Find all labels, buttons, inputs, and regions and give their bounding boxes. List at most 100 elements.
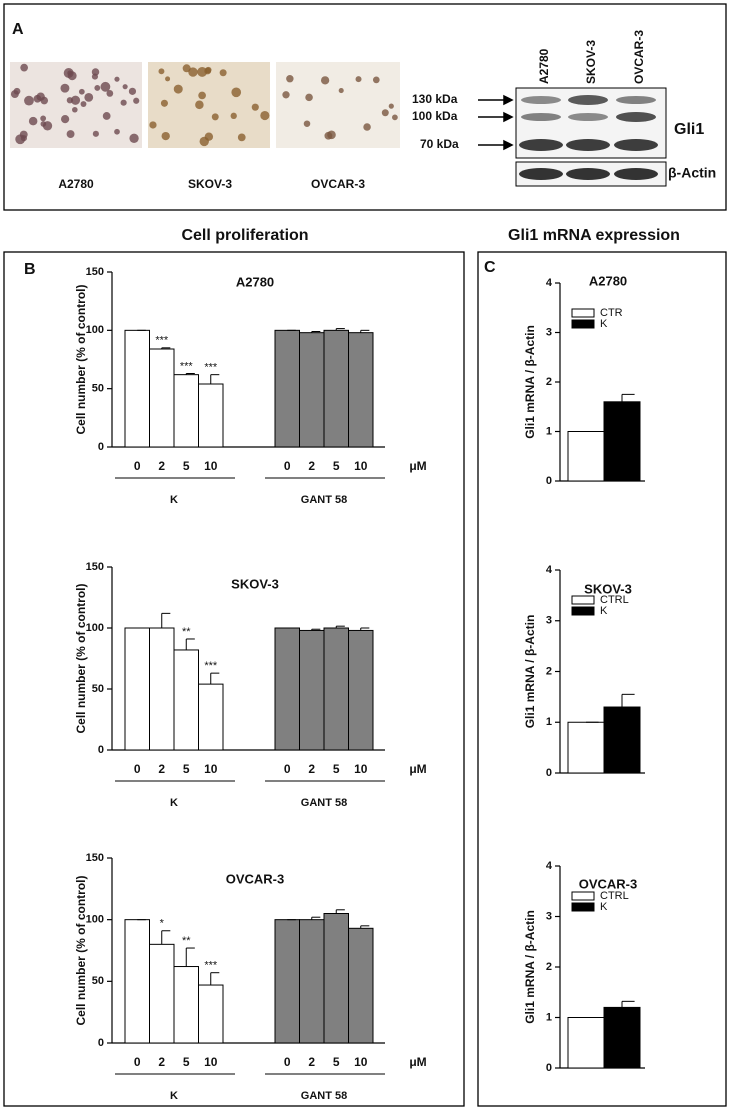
error-bar xyxy=(311,628,321,631)
chart-title: OVCAR-3 xyxy=(226,871,285,886)
error-bar xyxy=(210,672,220,685)
panel-b-frame xyxy=(3,251,465,1107)
cell xyxy=(92,130,99,137)
x-tick-label: 0 xyxy=(284,1055,291,1069)
group-label: GANT 58 xyxy=(301,797,347,809)
cell xyxy=(219,69,227,77)
x-tick-label: 10 xyxy=(354,459,368,473)
bar xyxy=(348,927,374,1044)
x-tick-label: 2 xyxy=(308,762,315,776)
chart-title: A2780 xyxy=(236,274,274,289)
cell xyxy=(165,76,171,82)
error-bar xyxy=(621,1000,635,1008)
bar xyxy=(348,629,374,751)
cell xyxy=(70,95,81,105)
y-tick-label: 0 xyxy=(546,767,552,779)
lane-label: A2780 xyxy=(537,48,551,84)
bar xyxy=(567,721,605,774)
legend-label: K xyxy=(600,318,608,330)
cell xyxy=(231,87,242,98)
micrographs xyxy=(10,62,400,148)
cell xyxy=(188,67,198,77)
bar xyxy=(323,913,349,1044)
error-bar xyxy=(185,638,195,650)
cell xyxy=(36,92,45,101)
cell xyxy=(66,130,75,139)
y-tick-label: 3 xyxy=(546,615,552,627)
y-tick-label: 0 xyxy=(98,744,104,756)
y-tick-label: 0 xyxy=(546,1062,552,1074)
western-blot xyxy=(478,87,667,187)
bar xyxy=(149,943,175,1044)
cell-line-label: OVCAR-3 xyxy=(311,177,365,191)
error-bar xyxy=(335,625,345,628)
cell xyxy=(363,123,371,131)
cell xyxy=(61,114,70,124)
x-tick-label: 0 xyxy=(134,459,141,473)
unit-label: μM xyxy=(409,1055,426,1069)
error-bar xyxy=(311,331,321,333)
x-tick-label: 5 xyxy=(183,459,190,473)
cell xyxy=(10,90,19,99)
cell-line-label: SKOV-3 xyxy=(188,177,232,191)
marker-label: 130 kDa xyxy=(412,92,458,106)
x-tick-label: 0 xyxy=(284,459,291,473)
unit-label: μM xyxy=(409,459,426,473)
chart-title: A2780 xyxy=(589,273,627,288)
y-tick-label: 3 xyxy=(546,326,552,338)
bar xyxy=(567,431,605,482)
significance-label: * xyxy=(160,918,165,930)
legend-swatch xyxy=(571,891,595,901)
x-tick-label: 5 xyxy=(333,762,340,776)
bar xyxy=(149,627,175,751)
cell xyxy=(84,92,94,102)
error-bar xyxy=(360,925,370,929)
panel-letter: B xyxy=(24,261,36,278)
chart-title: OVCAR-3 xyxy=(579,876,638,891)
cell xyxy=(91,73,99,80)
x-tick-label: 2 xyxy=(158,1055,165,1069)
cell xyxy=(129,133,139,143)
y-tick-label: 1 xyxy=(546,425,552,437)
y-axis-label: Cell number (% of control) xyxy=(74,875,88,1025)
cell xyxy=(106,90,114,97)
y-tick-label: 4 xyxy=(546,564,553,576)
x-tick-label: 10 xyxy=(354,1055,368,1069)
y-axis-label: Gli1 mRNA / β-Actin xyxy=(523,910,537,1024)
y-tick-label: 0 xyxy=(546,475,552,487)
cell xyxy=(60,83,70,93)
cell xyxy=(122,84,128,90)
cell xyxy=(42,121,53,131)
heading: Gli1 mRNA expression xyxy=(508,227,680,244)
x-tick-label: 0 xyxy=(134,1055,141,1069)
lane-label: SKOV-3 xyxy=(584,40,598,84)
y-tick-label: 2 xyxy=(546,665,552,677)
y-axis-label: Gli1 mRNA / β-Actin xyxy=(523,325,537,439)
y-tick-label: 2 xyxy=(546,376,552,388)
bar xyxy=(124,919,150,1044)
cell xyxy=(338,88,344,94)
bar xyxy=(173,374,199,448)
cell xyxy=(195,100,204,110)
cell xyxy=(114,128,120,135)
bar xyxy=(198,383,224,448)
bar xyxy=(274,919,300,1044)
arrows xyxy=(478,94,514,151)
x-tick-label: 10 xyxy=(204,459,218,473)
bar xyxy=(603,401,641,482)
cell xyxy=(381,109,389,117)
cell xyxy=(392,114,398,121)
cell xyxy=(149,121,157,129)
bar xyxy=(124,627,150,751)
cell xyxy=(198,91,206,100)
y-tick-label: 100 xyxy=(86,324,104,336)
bar xyxy=(274,627,300,751)
cell xyxy=(133,97,140,104)
cell xyxy=(78,88,85,95)
cell xyxy=(100,81,111,92)
significance-label: *** xyxy=(204,660,218,672)
cell xyxy=(24,95,34,106)
y-tick-label: 4 xyxy=(546,277,553,289)
error-bar xyxy=(185,947,195,967)
error-bar xyxy=(360,329,370,333)
